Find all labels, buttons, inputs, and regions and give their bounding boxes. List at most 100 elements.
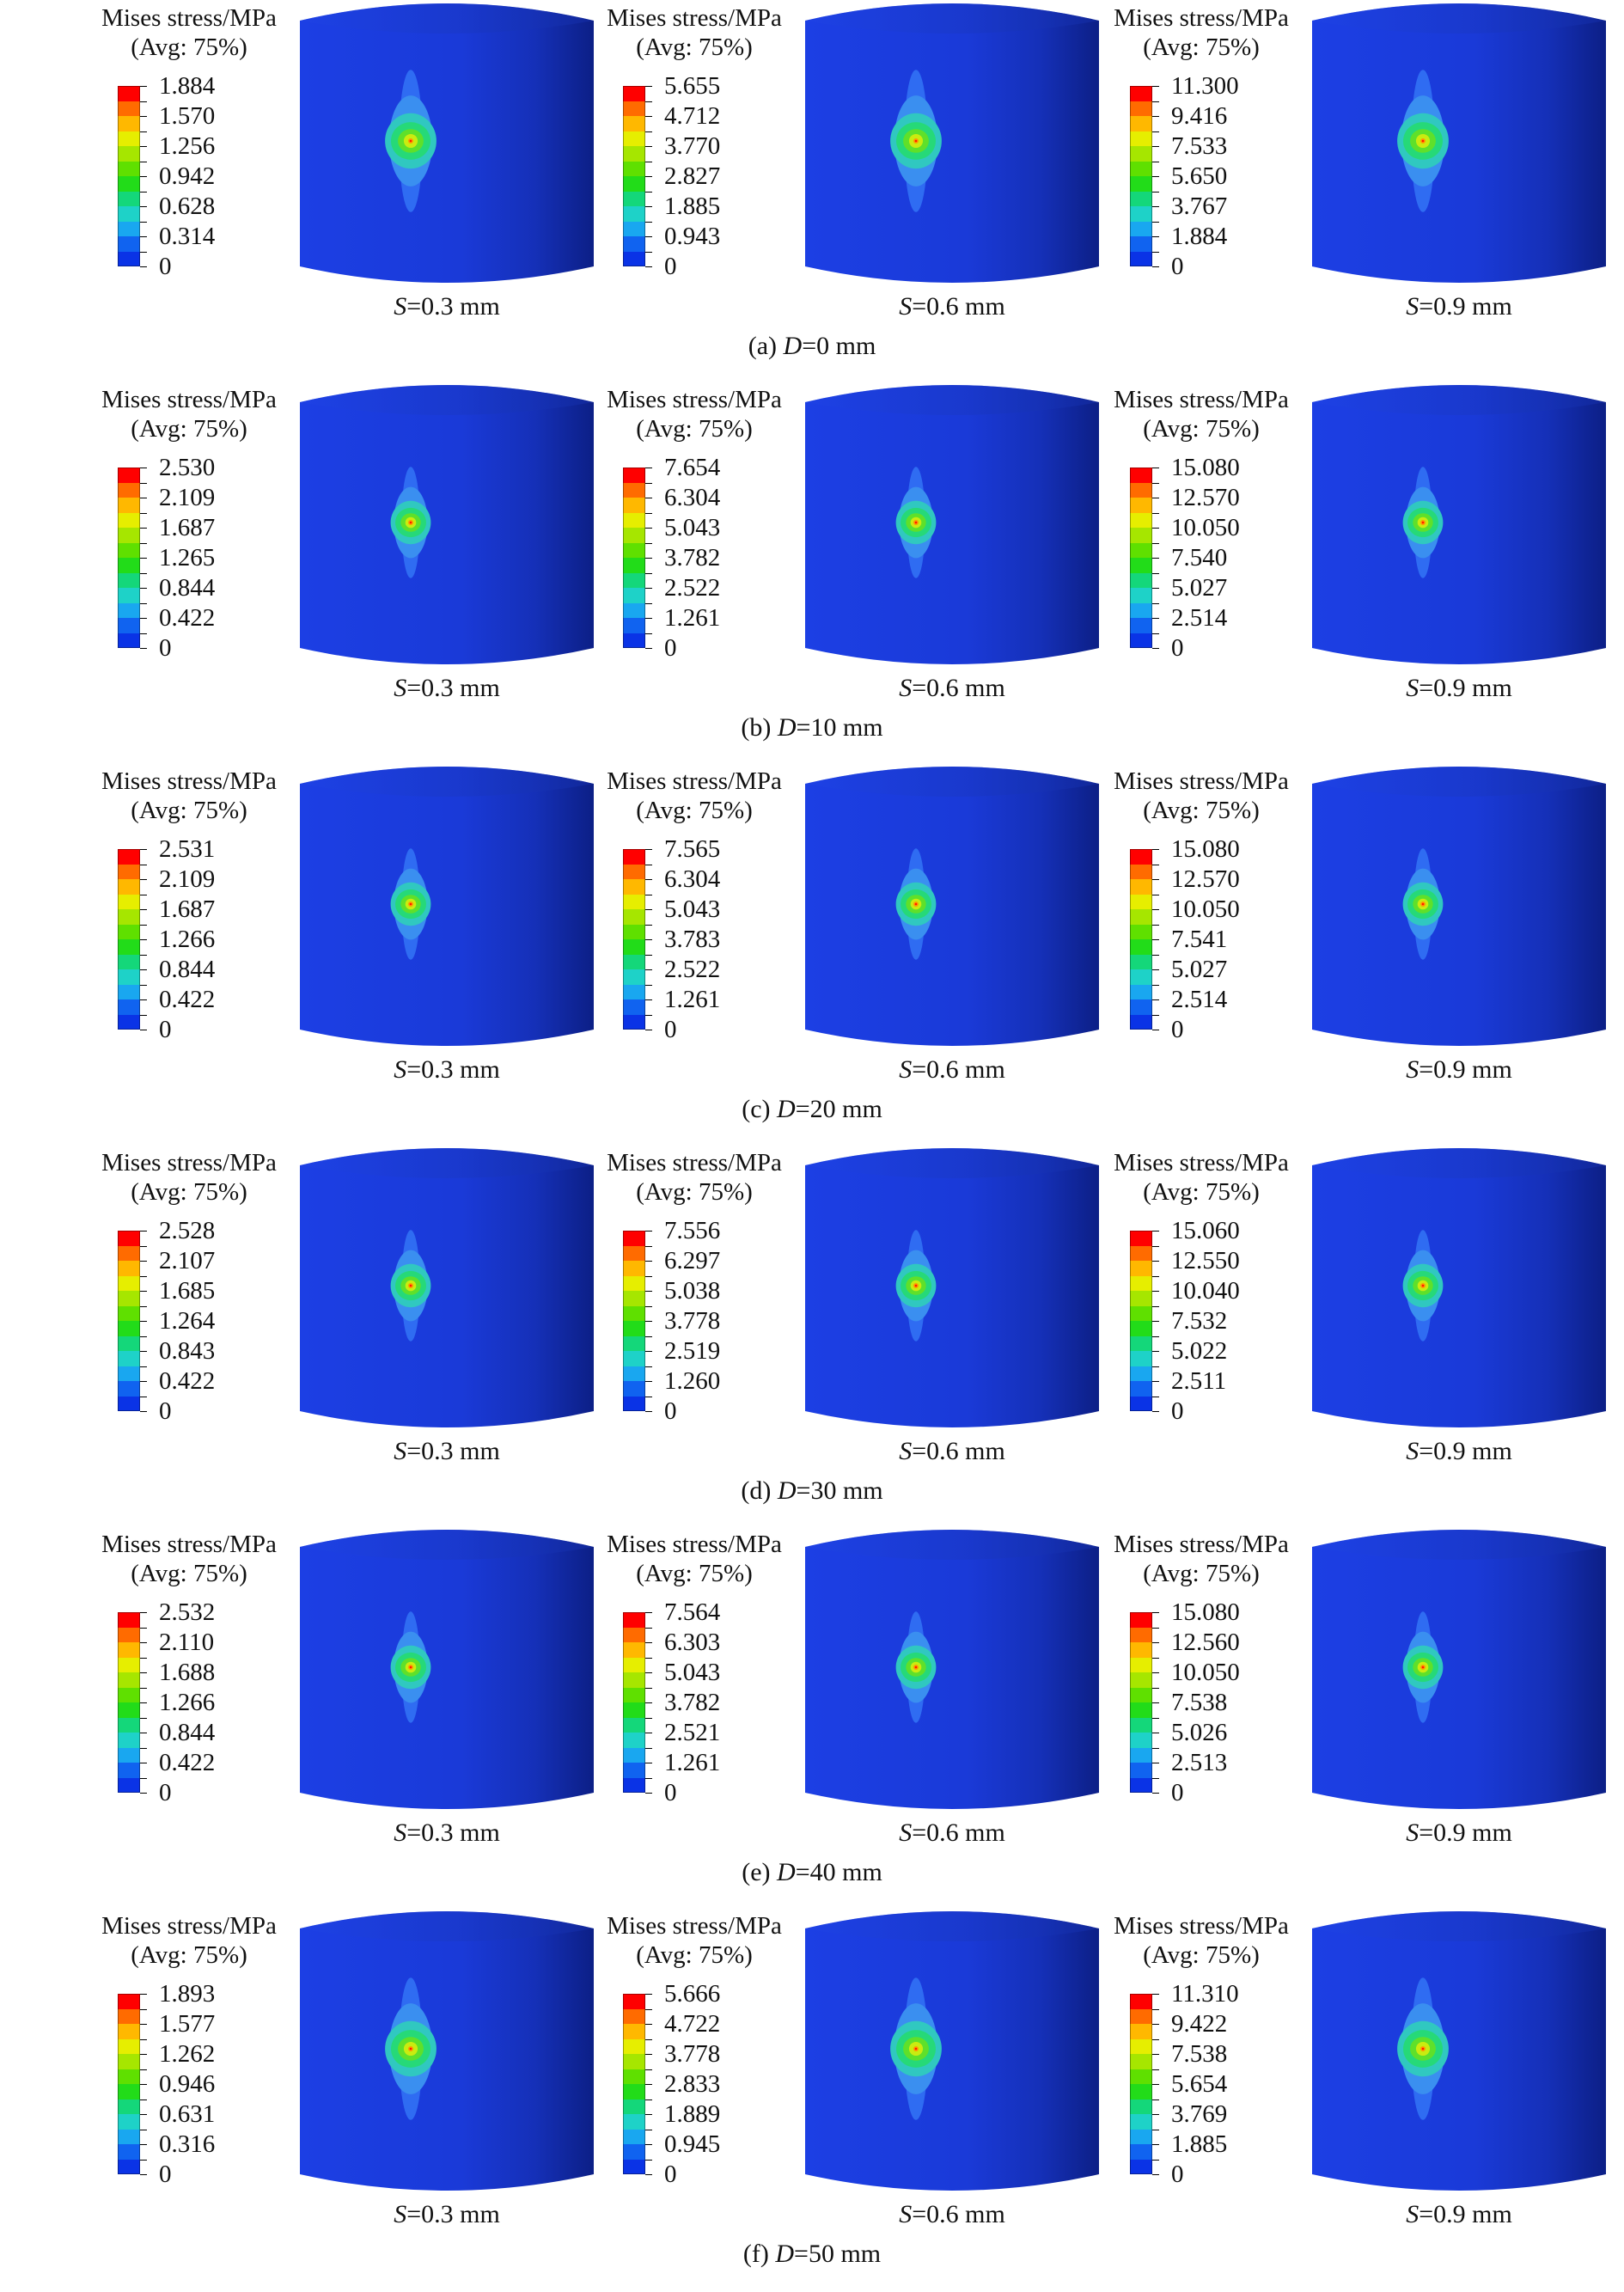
color-bar-tick <box>1152 1261 1159 1262</box>
color-bar-segment <box>118 954 140 969</box>
color-bar-segment <box>623 1672 645 1688</box>
cylinder-contour <box>805 767 1099 1046</box>
legend-title: Mises stress/MPa (Avg: 75%) <box>82 1911 296 1970</box>
color-bar-tick <box>1152 191 1159 193</box>
color-bar <box>623 849 652 1030</box>
color-bar-tick <box>645 939 652 940</box>
color-bar-label: 3.782 <box>664 1689 721 1716</box>
color-bar-label: 5.655 <box>664 72 721 100</box>
stress-contour-peak <box>914 902 918 906</box>
cylinder-contour <box>300 1911 594 2191</box>
color-bar-label: 2.519 <box>664 1337 721 1365</box>
color-bar-label: 1.885 <box>664 193 721 220</box>
color-bar <box>1130 849 1159 1030</box>
legend-title-text: Mises stress/MPa <box>607 1912 782 1940</box>
color-bar-tick <box>140 984 147 986</box>
color-bar-tick <box>1152 1305 1159 1307</box>
color-bar-segment <box>1130 528 1152 543</box>
figure-row: Mises stress/MPa (Avg: 75%) 2.528 2.107 1.68… <box>0 1146 1624 1529</box>
color-bar-tick <box>140 2038 147 2040</box>
cylinder-top <box>1312 767 1606 797</box>
spacing-label: S=0.3 mm <box>298 292 595 321</box>
color-bar-tick <box>140 101 147 102</box>
color-bar-label: 6.303 <box>664 1629 721 1656</box>
color-bar-segment <box>118 1261 140 1276</box>
color-bar-segment <box>623 161 645 176</box>
caption-prefix: (a) <box>748 332 784 360</box>
color-bar-segment <box>118 2099 140 2114</box>
stress-contour-peak <box>914 521 918 524</box>
color-bar-segment <box>1130 512 1152 528</box>
color-bar-segment <box>1130 2084 1152 2099</box>
spacing-symbol: S <box>1406 1818 1419 1847</box>
color-bar-label: 10.050 <box>1171 895 1240 923</box>
stress-contour-peak <box>914 2047 918 2051</box>
spacing-label: S=0.3 mm <box>298 1055 595 1085</box>
color-bar-label: 1.889 <box>664 2100 721 2128</box>
color-bar-segment <box>623 512 645 528</box>
color-bar-tick <box>140 2144 147 2145</box>
color-bar-tick <box>645 236 652 237</box>
caption-variable: D <box>777 713 797 742</box>
color-bar-segment <box>118 2084 140 2099</box>
color-bar-segment <box>118 1231 140 1246</box>
cylinder-top <box>300 1148 594 1178</box>
color-bar-segment <box>623 1245 645 1261</box>
legend-avg-text: (Avg: 75%) <box>636 415 753 443</box>
spacing-value: =0.3 mm <box>406 2200 500 2228</box>
color-bar-label: 15.080 <box>1171 454 1240 481</box>
legend-avg-text: (Avg: 75%) <box>1143 1178 1260 1206</box>
color-bar-segment <box>623 879 645 895</box>
color-bar-segment <box>118 86 140 101</box>
color-bar-tick <box>645 1014 652 1016</box>
color-bar-label: 11.310 <box>1171 1980 1239 2008</box>
color-bar-label: 1.885 <box>1171 2130 1228 2158</box>
spacing-value: =0.3 mm <box>406 1818 500 1847</box>
color-bar-tick <box>1152 1717 1159 1719</box>
color-bar <box>118 1994 147 2175</box>
color-bar-tick <box>1152 2054 1159 2055</box>
color-bar-frame <box>1130 468 1152 648</box>
color-bar-label: 0 <box>159 634 172 662</box>
color-bar-segment <box>118 1351 140 1366</box>
color-bar-segment <box>118 498 140 513</box>
color-bar-tick <box>1152 954 1159 956</box>
legend-title-text: Mises stress/MPa <box>607 1531 782 1558</box>
color-bar-tick <box>1152 633 1159 634</box>
color-bar-label: 0 <box>1171 1779 1184 1806</box>
color-bar-segment <box>118 512 140 528</box>
color-bar <box>623 1994 652 2175</box>
stress-contour-peak <box>409 902 412 906</box>
color-bar-label: 1.261 <box>664 1749 721 1776</box>
color-bar-label: 3.783 <box>664 926 721 953</box>
cylinder-body <box>300 3 594 283</box>
legend-avg-text: (Avg: 75%) <box>131 1178 247 1206</box>
color-bar-segment <box>118 1687 140 1702</box>
color-bar-segment <box>623 633 645 648</box>
legend-avg-text: (Avg: 75%) <box>1143 1560 1260 1587</box>
color-bar-segment <box>623 2008 645 2024</box>
cylinder-body <box>805 1911 1099 2191</box>
legend-avg-text: (Avg: 75%) <box>1143 797 1260 824</box>
color-bar-segment <box>1130 86 1152 101</box>
stress-panel: Mises stress/MPa (Avg: 75%) 2.532 2.110 1.68… <box>82 1528 597 1870</box>
color-bar-label: 0.316 <box>159 2130 216 2158</box>
cylinder-contour <box>1312 1911 1606 2191</box>
color-bar-tick <box>645 1351 652 1352</box>
color-bar-tick <box>645 1627 652 1629</box>
color-bar-segment <box>623 482 645 498</box>
color-bar-tick <box>645 206 652 207</box>
color-bar-segment <box>118 161 140 176</box>
spacing-symbol: S <box>394 1437 407 1465</box>
color-bar-tick <box>645 176 652 177</box>
color-bar-label: 4.712 <box>664 102 721 130</box>
color-bar-segment <box>1130 2159 1152 2174</box>
color-bar-segment <box>118 999 140 1015</box>
color-bar-tick <box>645 86 652 87</box>
caption-value: =30 mm <box>796 1476 883 1505</box>
color-bar-segment <box>623 1381 645 1397</box>
color-bar-label: 0.422 <box>159 986 216 1013</box>
color-bar-tick <box>140 2174 147 2175</box>
color-bar-tick <box>140 176 147 177</box>
legend-title-text: Mises stress/MPa <box>1114 1531 1289 1558</box>
